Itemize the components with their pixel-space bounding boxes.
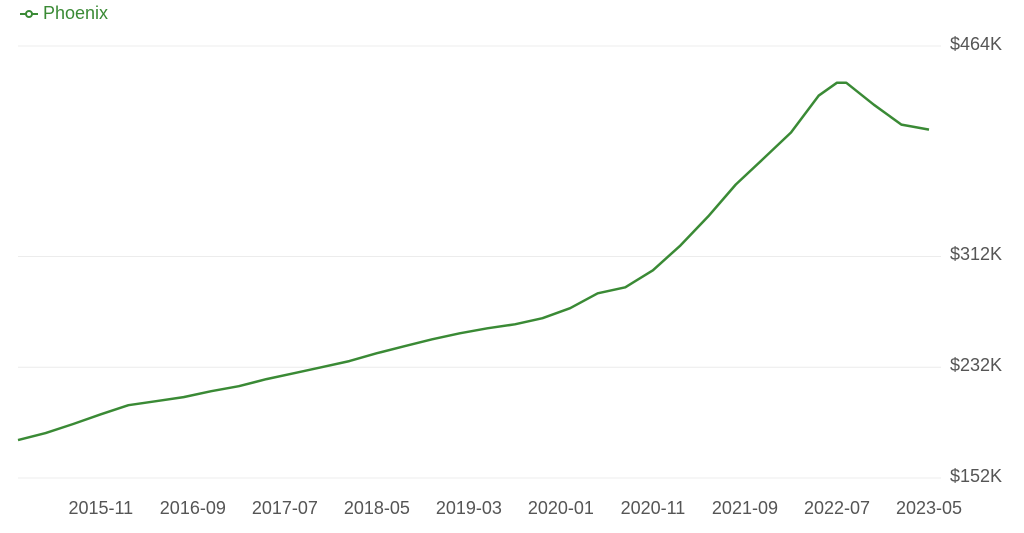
x-tick-label: 2016-09 [160,498,226,518]
x-tick-label: 2020-01 [528,498,594,518]
y-tick-label: $312K [950,244,1002,264]
x-tick-label: 2021-09 [712,498,778,518]
legend-label: Phoenix [43,3,108,23]
legend-marker [25,10,33,18]
x-tick-label: 2023-05 [896,498,962,518]
y-tick-label: $464K [950,34,1002,54]
y-tick-label: $152K [950,466,1002,486]
x-tick-label: 2022-07 [804,498,870,518]
x-tick-label: 2019-03 [436,498,502,518]
x-tick-label: 2018-05 [344,498,410,518]
x-tick-label: 2020-11 [621,498,686,518]
x-tick-label: 2015-11 [68,498,133,518]
legend-item: Phoenix [20,3,108,23]
x-tick-label: 2017-07 [252,498,318,518]
data-line [17,81,930,442]
y-tick-label: $232K [950,355,1002,375]
